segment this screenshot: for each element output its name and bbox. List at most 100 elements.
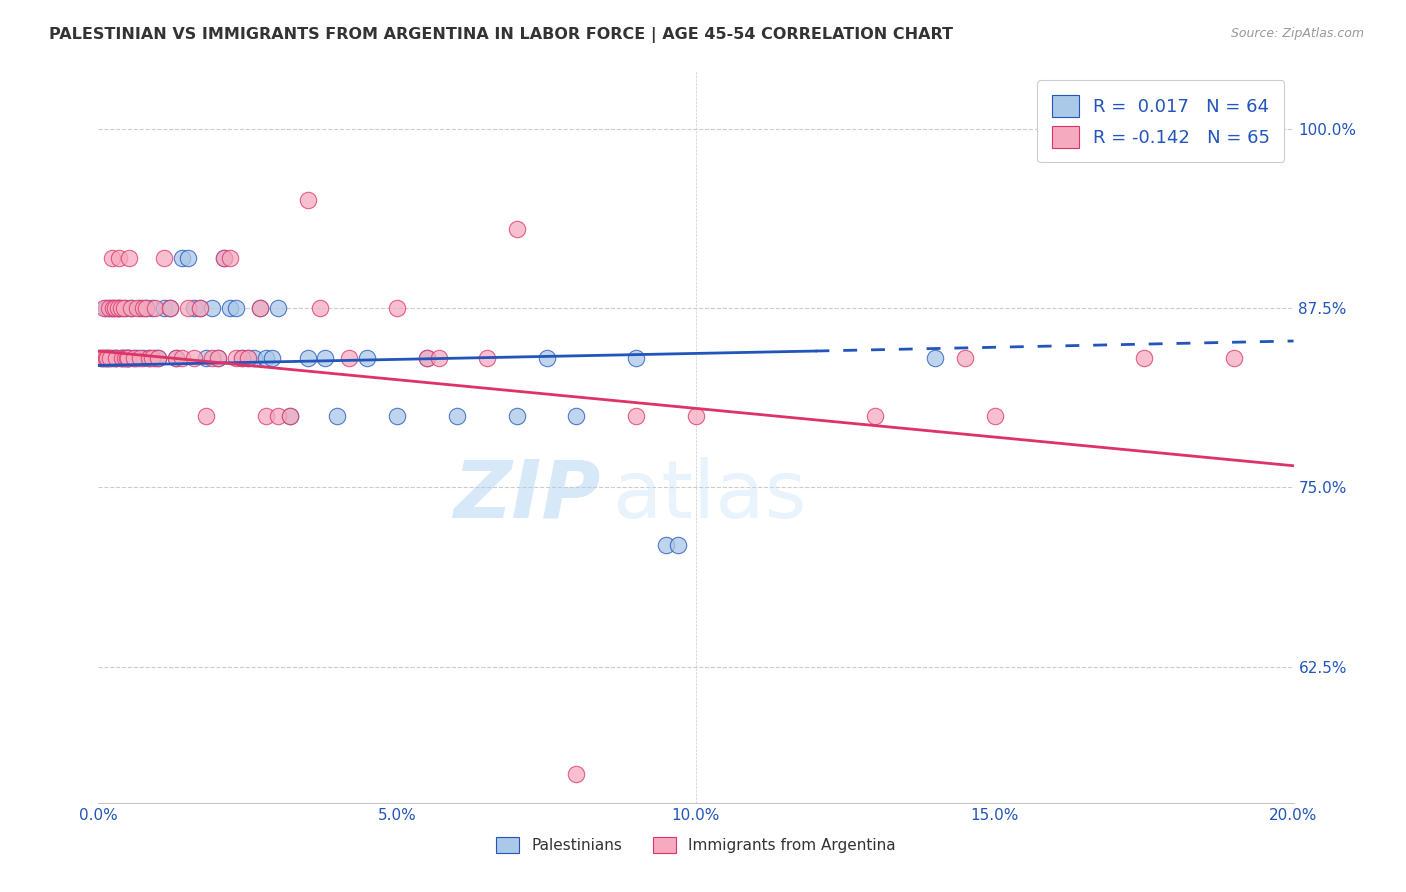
Point <box>153 251 176 265</box>
Point <box>127 351 149 366</box>
Point <box>183 351 205 366</box>
Point <box>132 351 155 366</box>
Point <box>127 301 149 315</box>
Text: atlas: atlas <box>613 457 807 534</box>
Point <box>114 351 136 366</box>
Text: Source: ZipAtlas.com: Source: ZipAtlas.com <box>1230 27 1364 40</box>
Point <box>172 251 194 265</box>
Point <box>984 409 1007 423</box>
Point <box>100 351 122 366</box>
Point <box>124 351 146 366</box>
Point <box>103 301 125 315</box>
Point <box>356 351 378 366</box>
Point <box>138 351 160 366</box>
Point <box>231 351 253 366</box>
Point <box>536 351 558 366</box>
Point <box>135 301 157 315</box>
Point <box>148 351 170 366</box>
Point <box>267 301 290 315</box>
Point <box>98 301 122 315</box>
Point <box>114 301 136 315</box>
Point <box>115 351 138 366</box>
Point <box>110 301 132 315</box>
Point <box>666 538 689 552</box>
Point <box>207 351 229 366</box>
Point <box>416 351 439 366</box>
Point <box>308 301 330 315</box>
Point <box>94 351 117 366</box>
Point <box>297 351 319 366</box>
Point <box>188 301 211 315</box>
Point <box>111 351 134 366</box>
Point <box>260 351 283 366</box>
Point <box>153 301 176 315</box>
Point <box>207 351 229 366</box>
Point <box>118 251 141 265</box>
Point <box>219 301 242 315</box>
Point <box>108 251 131 265</box>
Point <box>475 351 498 366</box>
Point <box>112 301 135 315</box>
Point <box>254 351 277 366</box>
Point <box>118 351 141 366</box>
Point <box>98 351 121 366</box>
Point <box>416 351 439 366</box>
Point <box>117 351 139 366</box>
Point <box>655 538 678 552</box>
Point <box>107 301 129 315</box>
Point <box>506 222 529 236</box>
Point <box>120 301 142 315</box>
Point <box>924 351 946 366</box>
Point <box>225 301 247 315</box>
Point <box>90 351 112 366</box>
Point <box>385 301 409 315</box>
Point <box>685 409 707 423</box>
Point <box>177 251 200 265</box>
Point <box>249 301 271 315</box>
Point <box>385 409 409 423</box>
Point <box>626 351 648 366</box>
Point <box>107 301 129 315</box>
Point <box>159 301 181 315</box>
Point <box>212 251 235 265</box>
Point <box>326 409 349 423</box>
Point <box>93 301 115 315</box>
Point <box>110 351 132 366</box>
Point <box>148 351 170 366</box>
Point <box>212 251 235 265</box>
Point <box>129 351 152 366</box>
Point <box>225 351 247 366</box>
Point <box>117 351 139 366</box>
Point <box>129 301 152 315</box>
Point <box>143 351 166 366</box>
Text: ZIP: ZIP <box>453 457 600 534</box>
Point <box>953 351 976 366</box>
Point <box>267 409 290 423</box>
Point <box>93 351 115 366</box>
Point <box>138 351 160 366</box>
Legend: Palestinians, Immigrants from Argentina: Palestinians, Immigrants from Argentina <box>489 830 903 861</box>
Point <box>195 351 218 366</box>
Point <box>177 301 200 315</box>
Point <box>141 301 163 315</box>
Point <box>90 351 112 366</box>
Point <box>104 351 127 366</box>
Point <box>165 351 187 366</box>
Point <box>98 301 121 315</box>
Point <box>108 301 131 315</box>
Point <box>626 409 648 423</box>
Point <box>865 409 887 423</box>
Point <box>231 351 253 366</box>
Point <box>195 409 218 423</box>
Point <box>1223 351 1246 366</box>
Point <box>104 301 127 315</box>
Point <box>111 351 134 366</box>
Point <box>105 351 128 366</box>
Point <box>243 351 266 366</box>
Point <box>236 351 259 366</box>
Point <box>141 351 163 366</box>
Point <box>236 351 259 366</box>
Point <box>115 351 138 366</box>
Text: PALESTINIAN VS IMMIGRANTS FROM ARGENTINA IN LABOR FORCE | AGE 45-54 CORRELATION : PALESTINIAN VS IMMIGRANTS FROM ARGENTINA… <box>49 27 953 43</box>
Point <box>96 351 118 366</box>
